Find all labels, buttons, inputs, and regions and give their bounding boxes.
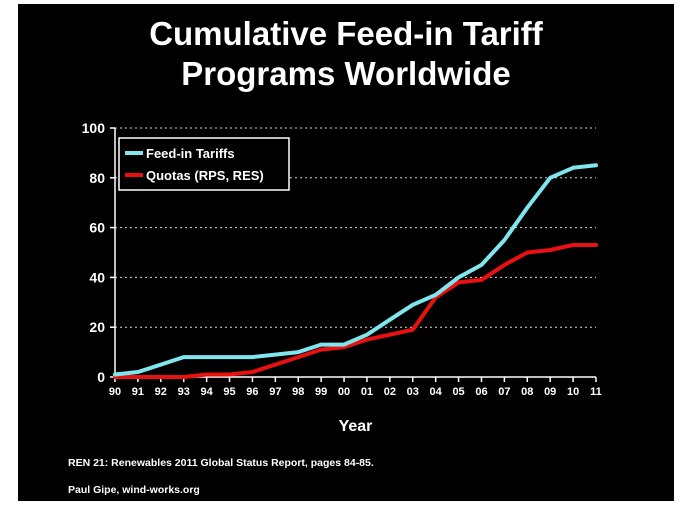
x-tick-label: 06 (475, 386, 487, 398)
x-tick-label: 98 (292, 386, 304, 398)
legend: Feed-in Tariffs Quotas (RPS, RES) (118, 137, 290, 191)
x-tick-label: 09 (544, 386, 556, 398)
tick-labels: 0 20 40 60 80 100 90 91 92 93 94 95 96 97 98 99 00 01 02 03… (82, 120, 602, 435)
x-tick-label: 01 (361, 386, 373, 398)
x-tick-label: 90 (109, 386, 121, 398)
series-feed-in-tariffs-line (113, 163, 598, 377)
x-tick-label: 07 (498, 386, 510, 398)
legend-box (118, 137, 290, 191)
x-tick-label: 05 (452, 386, 464, 398)
x-tick-label: 92 (155, 386, 167, 398)
source-citation: REN 21: Renewables 2011 Global Status Re… (68, 457, 374, 469)
x-tick-label: 96 (246, 386, 258, 398)
x-tick-label: 93 (178, 386, 190, 398)
series-quotas-line (113, 243, 598, 379)
legend-label-1: Quotas (RPS, RES) (146, 168, 264, 183)
x-tick-label: 97 (269, 386, 281, 398)
x-tick-label: 94 (200, 386, 213, 398)
x-tick-label: 04 (430, 386, 443, 398)
x-tick-label: 95 (223, 386, 235, 398)
x-tick-label: 08 (521, 386, 533, 398)
y-tick-label: 100 (82, 120, 106, 136)
y-tick-label: 60 (89, 220, 105, 236)
author-credit: Paul Gipe, wind-works.org (68, 484, 200, 496)
y-tick-label: 40 (89, 269, 105, 285)
x-tick-label: 00 (338, 386, 350, 398)
x-tick-label: 03 (407, 386, 419, 398)
legend-label-0: Feed-in Tariffs (146, 146, 235, 161)
title-line-2: Programs Worldwide (181, 55, 511, 92)
x-tick-label: 91 (132, 386, 144, 398)
chart-title: Cumulative Feed-in Tariff Programs World… (18, 14, 674, 94)
title-line-1: Cumulative Feed-in Tariff (149, 15, 543, 52)
x-tick-label: 02 (384, 386, 396, 398)
x-tick-label: 10 (567, 386, 579, 398)
x-tick-label: 11 (590, 386, 602, 398)
slide-background: Cumulative Feed-in Tariff Programs World… (18, 4, 674, 501)
y-tick-label: 20 (89, 319, 105, 335)
x-axis-title: Year (339, 418, 373, 435)
series-lines (113, 163, 598, 379)
y-tick-label: 0 (97, 369, 105, 385)
x-tick-label: 99 (315, 386, 327, 398)
y-tick-label: 80 (89, 170, 105, 186)
